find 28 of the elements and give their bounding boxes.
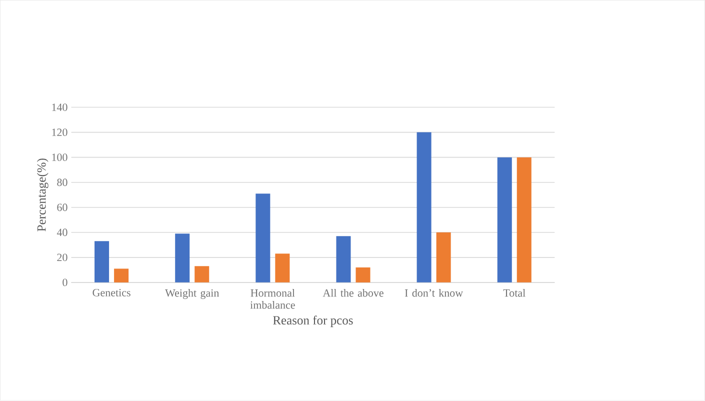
x-tick-label: I don’t know bbox=[404, 289, 464, 297]
bar bbox=[94, 241, 110, 283]
x-tick-label: All the above bbox=[322, 289, 384, 297]
bar bbox=[436, 232, 451, 283]
x-tick-label: Weight gain bbox=[165, 289, 220, 300]
bar bbox=[416, 132, 432, 283]
y-axis-title: Percentage(%) bbox=[36, 158, 48, 232]
bar bbox=[256, 194, 270, 283]
bar bbox=[275, 254, 290, 283]
bar bbox=[194, 266, 210, 283]
y-tick-label: 120 bbox=[52, 128, 68, 136]
x-axis-title: Reason for pcos bbox=[273, 316, 353, 328]
y-tick-label: 0 bbox=[62, 278, 68, 286]
bar bbox=[175, 234, 190, 283]
y-tick-label: 20 bbox=[57, 254, 68, 262]
bar bbox=[114, 268, 129, 283]
y-tick-label: 140 bbox=[52, 104, 68, 112]
x-tick-label: Genetics bbox=[92, 289, 130, 296]
y-tick-label: 40 bbox=[56, 228, 68, 236]
bar bbox=[516, 157, 532, 283]
y-tick-label: 100 bbox=[52, 154, 68, 162]
y-tick-label: 80 bbox=[57, 178, 68, 186]
x-tick-label: Hormonal imbalance bbox=[250, 289, 295, 309]
bar bbox=[336, 236, 351, 283]
bar bbox=[356, 268, 370, 283]
y-tick-label: 60 bbox=[57, 204, 68, 212]
bar bbox=[497, 157, 512, 283]
x-tick-label: Total bbox=[503, 289, 526, 297]
